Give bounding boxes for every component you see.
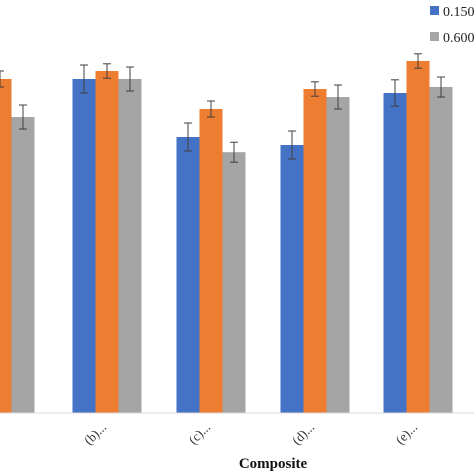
bar-series-2-2	[95, 71, 119, 413]
legend-item-1: 0.150	[430, 5, 474, 20]
bar-series-3-3	[222, 152, 246, 413]
legend-item-3: 0.600	[430, 31, 474, 46]
x-tick-labels: (a)... (b)... (c)... (d)... (e)...	[0, 420, 420, 448]
error-bar-series-1-4	[288, 130, 296, 160]
x-axis-label: Composite	[239, 456, 308, 472]
error-bar-series-2-4	[311, 81, 319, 97]
bar-series-3-4	[326, 97, 350, 413]
x-tick-label-5: (e)...	[392, 420, 420, 448]
error-bar-series-3-4	[334, 84, 342, 110]
bar-series-3-1	[11, 117, 35, 413]
error-bar-series-2-1	[0, 70, 4, 88]
error-bar-series-1-5	[391, 79, 399, 107]
bar-series-2-4	[303, 89, 327, 413]
bar-series-1-3	[176, 137, 200, 413]
legend-swatch	[430, 6, 439, 15]
bar-series-2-5	[406, 61, 430, 413]
bar-series-1-5	[383, 93, 407, 413]
x-tick-label-2: (b)...	[81, 420, 109, 448]
bar-series-3-2	[118, 79, 142, 413]
bar-series-2-1	[0, 79, 12, 413]
legend-label: 0.150	[443, 5, 474, 20]
legend-label: 0.600	[443, 31, 474, 46]
x-tick-label-1: (a)...	[0, 420, 2, 448]
error-bar-series-3-3	[230, 141, 238, 163]
legend-swatch	[430, 32, 439, 41]
x-tick-label-4: (d)...	[289, 420, 317, 448]
x-tick-label-3: (c)...	[185, 420, 213, 448]
error-bars-layer	[0, 53, 445, 163]
error-bar-series-2-3	[207, 100, 215, 118]
bar-series-3-5	[429, 87, 453, 413]
error-bar-series-2-2	[103, 63, 111, 79]
error-bar-series-3-2	[126, 66, 134, 92]
error-bar-series-1-3	[184, 122, 192, 152]
error-bar-series-1-2	[80, 64, 88, 94]
legend: 0.150 0.600	[430, 5, 474, 46]
bar-series-1-2	[72, 79, 96, 413]
error-bar-series-2-5	[414, 53, 422, 69]
error-bar-series-3-5	[437, 76, 445, 98]
error-bar-series-3-1	[19, 104, 27, 130]
bars-layer	[0, 61, 453, 413]
bar-series-1-4	[280, 145, 304, 413]
bar-series-2-3	[199, 109, 223, 413]
